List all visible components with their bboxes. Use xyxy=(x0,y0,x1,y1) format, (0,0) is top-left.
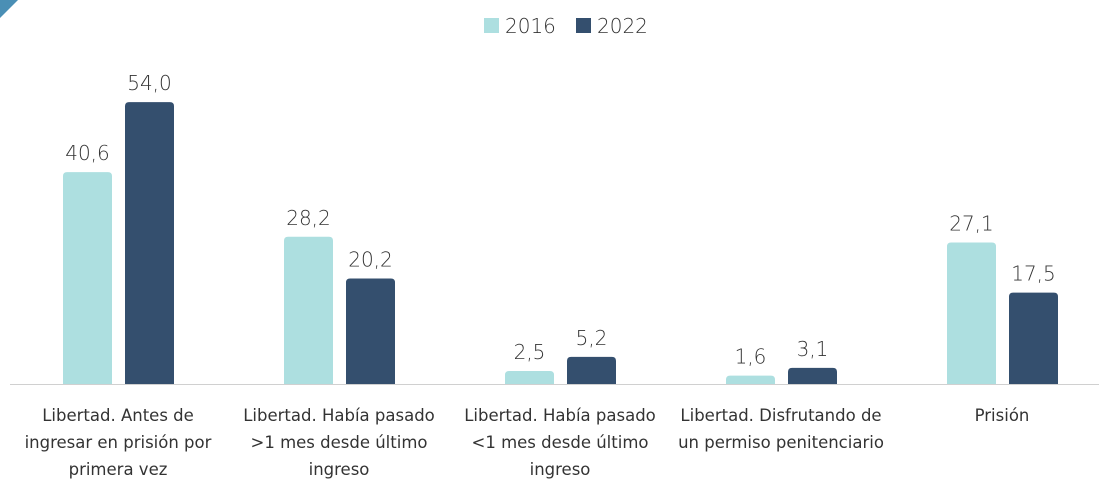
legend-label: 2022 xyxy=(597,14,648,38)
x-tick-label: Libertad. Había pasado >1 mes desde últi… xyxy=(243,406,435,479)
bar xyxy=(1009,292,1058,384)
bar xyxy=(63,172,112,384)
bar xyxy=(788,367,837,384)
legend-label: 2016 xyxy=(505,14,556,38)
x-tick-label: Libertad. Antes de ingresar en prisión p… xyxy=(24,406,212,479)
legend-swatch xyxy=(484,18,499,33)
data-label: 54,0 xyxy=(127,71,172,95)
x-tick-label: Libertad. Había pasado <1 mes desde últi… xyxy=(464,406,656,479)
data-label: 28,2 xyxy=(286,206,331,230)
data-label: 1,6 xyxy=(735,345,767,369)
data-label: 2,5 xyxy=(514,340,546,364)
bar xyxy=(567,356,616,384)
data-label: 40,6 xyxy=(65,141,110,165)
corner-decoration xyxy=(0,0,18,18)
bar xyxy=(284,236,333,384)
data-label: 3,1 xyxy=(797,337,829,361)
x-tick-label: Prisión xyxy=(974,406,1030,425)
bar xyxy=(726,375,775,384)
bar xyxy=(947,242,996,384)
bar xyxy=(505,370,554,384)
bar xyxy=(346,278,395,384)
data-label: 17,5 xyxy=(1011,262,1056,286)
bar xyxy=(125,102,174,385)
data-label: 20,2 xyxy=(348,248,393,272)
data-label: 27,1 xyxy=(949,212,994,236)
x-tick-label: Libertad. Disfrutando de un permiso peni… xyxy=(678,406,884,452)
data-label: 5,2 xyxy=(576,326,608,350)
legend-swatch xyxy=(576,18,591,33)
